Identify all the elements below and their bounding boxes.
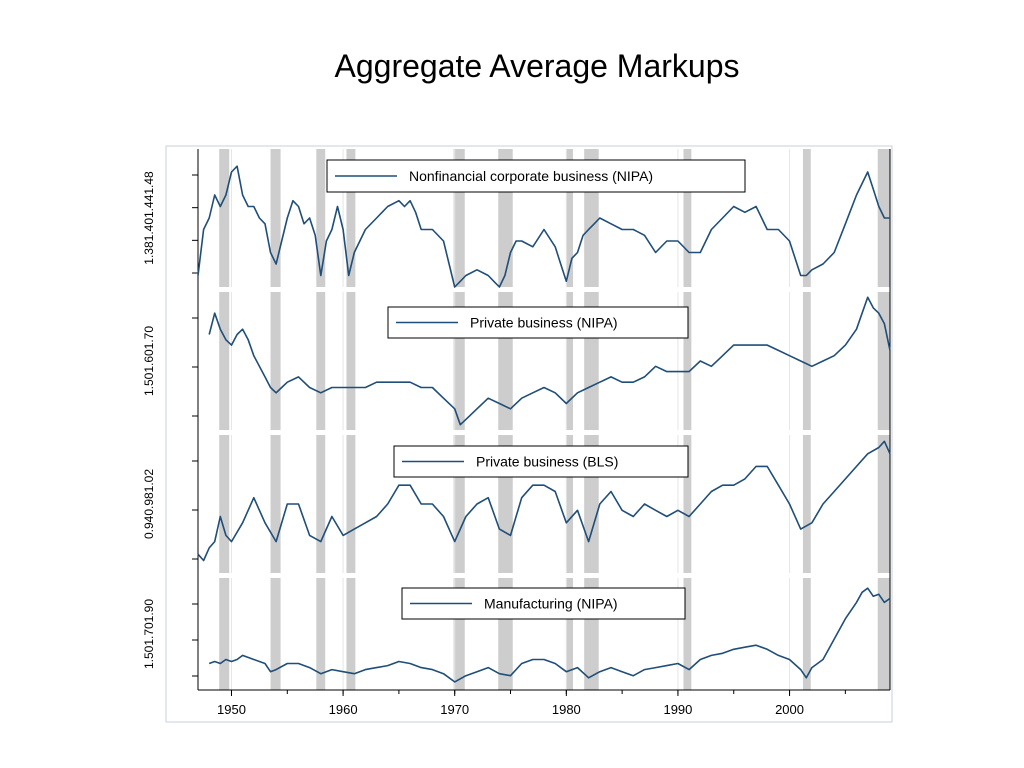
recession-band [584, 149, 599, 690]
legend-label: Manufacturing (NIPA) [484, 596, 618, 612]
recession-band [683, 149, 692, 690]
legend-label: Nonfinancial corporate business (NIPA) [409, 168, 653, 184]
recession-band [566, 149, 574, 690]
panel-2: 1.501.601.70 Private business (NIPA) [142, 296, 891, 426]
y-tick-labels: 1.501.701.90 [142, 599, 156, 669]
panel-separator [198, 287, 890, 292]
recession-band [270, 149, 281, 690]
x-tick-label: 1980 [552, 702, 581, 717]
x-tick-label: 1990 [663, 702, 692, 717]
recession-band [498, 149, 513, 690]
recession-band [219, 149, 230, 690]
panel-1: 1.381.401.441.48 Nonfinancial corporate b… [142, 159, 890, 288]
series-line [208, 296, 891, 426]
y-tick-labels: 1.381.401.441.48 [142, 171, 156, 265]
chart-title: Aggregate Average Markups [334, 48, 740, 84]
x-tick-label: 1970 [440, 702, 469, 717]
series-line [197, 440, 891, 562]
recession-band [316, 149, 326, 690]
y-tick-labels: 1.501.601.70 [142, 326, 156, 396]
panel-3: 0.940.981.02 Private business (BLS) [142, 440, 891, 562]
recession-band [346, 149, 356, 690]
series-line [197, 165, 890, 288]
panel-separator [198, 573, 890, 578]
x-tick-label: 1950 [217, 702, 246, 717]
legend-label: Private business (BLS) [476, 454, 618, 470]
legend: Manufacturing (NIPA) [401, 587, 686, 620]
recession-band [877, 149, 890, 690]
recession-band [802, 149, 811, 690]
x-tick-label: 2000 [775, 702, 804, 717]
y-tick-labels: 0.940.981.02 [142, 469, 156, 539]
legend-label: Private business (NIPA) [470, 315, 618, 331]
panel-separator [198, 430, 890, 435]
legend: Nonfinancial corporate business (NIPA) [326, 159, 746, 193]
x-axis-ticks: 1950 1960 1970 1980 1990 2000 [217, 690, 846, 717]
legend: Private business (BLS) [393, 445, 689, 478]
panel-4: 1.501.701.90 Manufacturing (NIPA) [142, 587, 891, 683]
legend: Private business (NIPA) [387, 306, 689, 339]
x-tick-label: 1960 [329, 702, 358, 717]
series-line [208, 587, 891, 683]
